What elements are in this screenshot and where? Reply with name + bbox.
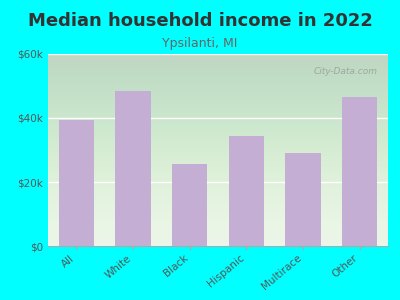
Bar (286, 153, 320, 246)
Bar (116, 91, 150, 246)
Text: Median household income in 2022: Median household income in 2022 (28, 12, 372, 30)
Bar (59, 120, 94, 246)
Bar (172, 164, 207, 246)
Text: Ypsilanti, MI: Ypsilanti, MI (162, 38, 238, 50)
Text: City-Data.com: City-Data.com (314, 68, 378, 76)
Bar (229, 136, 264, 246)
Bar (342, 97, 377, 246)
